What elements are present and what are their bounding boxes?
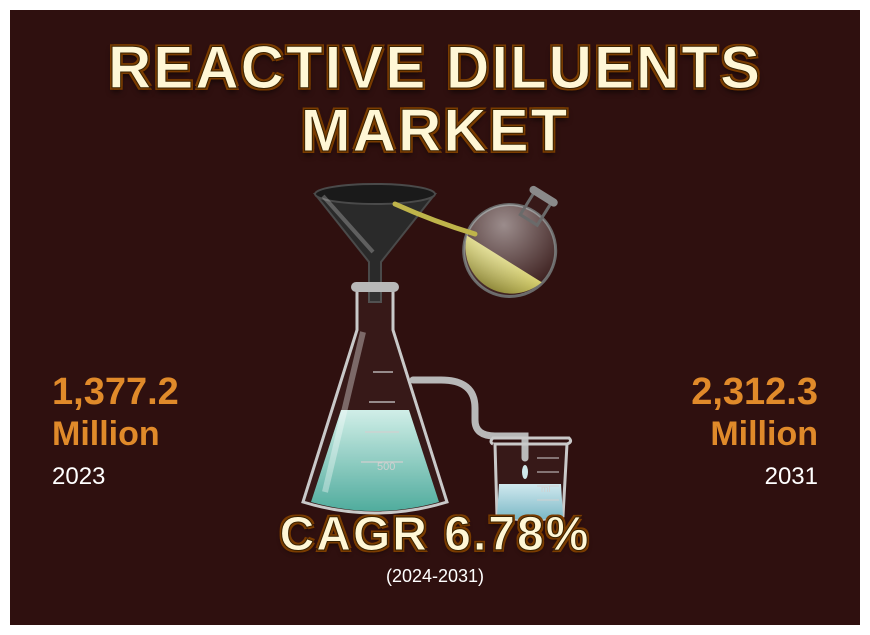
lab-glassware-icon: 500 ml [245, 172, 625, 532]
cagr-label: CAGR 6.78% [10, 507, 860, 562]
left-year: 2023 [52, 463, 252, 491]
title-line-1: REACTIVE DILUENTS [10, 36, 860, 99]
stat-left-block: 1,377.2 Million 2023 [52, 372, 252, 491]
round-flask-icon [446, 172, 584, 314]
beaker-mark-label: ml [541, 484, 551, 494]
right-unit: Million [618, 416, 818, 453]
cagr-period: (2024-2031) [10, 566, 860, 587]
left-value: 1,377.2 [52, 372, 252, 414]
stat-right-block: 2,312.3 Million 2031 [618, 372, 818, 491]
right-year: 2031 [618, 463, 818, 491]
infographic-card: REACTIVE DILUENTS MARKET [10, 10, 860, 625]
left-unit: Million [52, 416, 252, 453]
flask-mark-label: 500 [377, 461, 395, 473]
right-value: 2,312.3 [618, 372, 818, 414]
cagr-block: CAGR 6.78% (2024-2031) [10, 507, 860, 587]
title-block: REACTIVE DILUENTS MARKET [10, 36, 860, 162]
erlenmeyer-flask-icon: 500 [303, 282, 447, 513]
title-line-2: MARKET [10, 99, 860, 162]
